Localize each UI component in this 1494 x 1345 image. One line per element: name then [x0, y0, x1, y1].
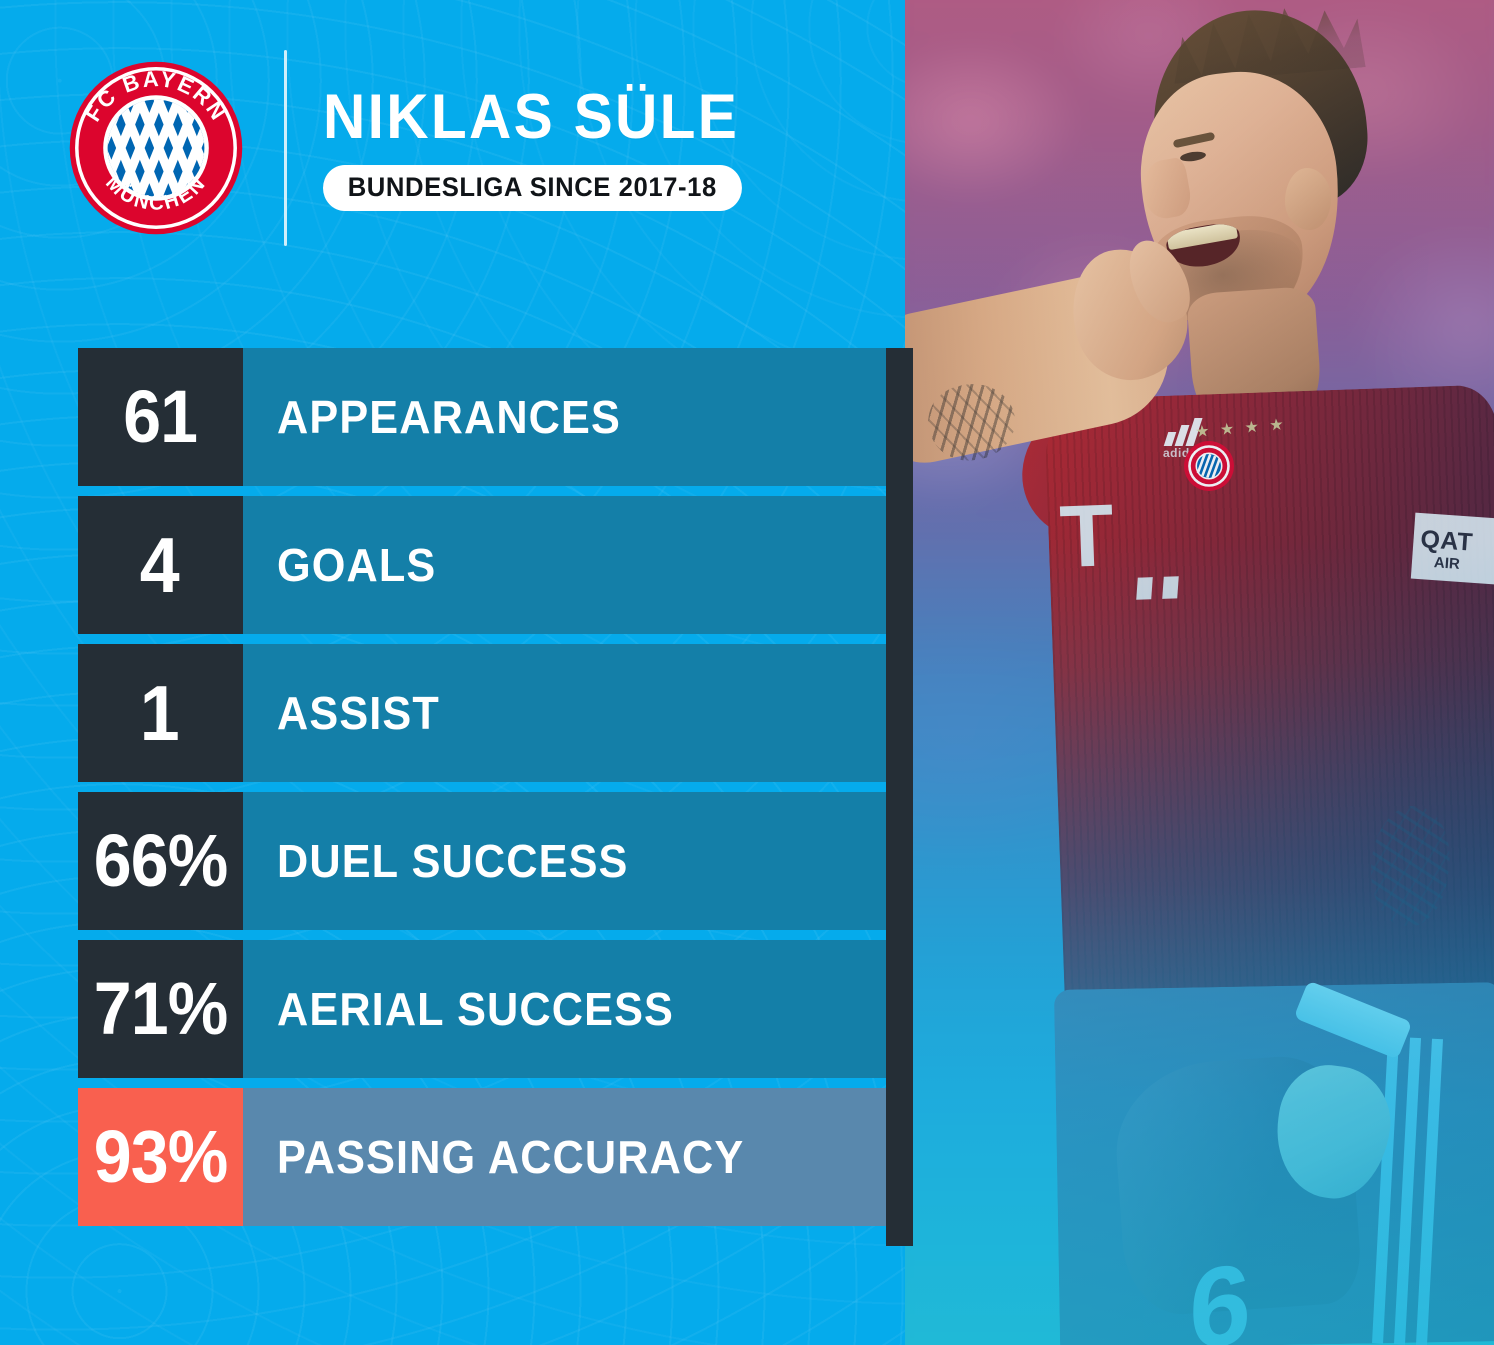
stat-value: 66% [93, 819, 228, 902]
stat-label: DUEL SUCCESS [277, 835, 629, 887]
stat-label-bar: GOALS [243, 496, 886, 634]
stat-label-bar: DUEL SUCCESS [243, 792, 886, 930]
stat-label: APPEARANCES [277, 391, 621, 443]
player-photo: adidas ★ ★ ★ ★ T [905, 0, 1494, 1345]
stat-row: 93% PASSING ACCURACY [78, 1088, 886, 1226]
stat-label-bar: AERIAL SUCCESS [243, 940, 886, 1078]
stat-label: AERIAL SUCCESS [277, 983, 675, 1035]
stat-value: 61 [123, 375, 199, 458]
player-name: NIKLAS SÜLE [323, 81, 740, 152]
stat-label: GOALS [277, 539, 437, 591]
stat-value-box: 66% [78, 792, 243, 930]
stat-value: 1 [140, 669, 181, 757]
header-text-group: NIKLAS SÜLE BUNDESLIGA SINCE 2017-18 [323, 81, 771, 211]
photo-canvas: adidas ★ ★ ★ ★ T [905, 0, 1494, 1345]
stat-value-box: 71% [78, 940, 243, 1078]
stat-row: 71% AERIAL SUCCESS [78, 940, 886, 1078]
stats-accent-bar [886, 348, 913, 1246]
stat-value: 71% [93, 967, 228, 1050]
stat-value: 4 [140, 521, 181, 609]
stat-row: 1 ASSIST [78, 644, 886, 782]
header: FC BAYERN MÜNCHEN NIKLAS SÜLE BUNDESLIGA… [68, 50, 771, 246]
stat-label: ASSIST [277, 687, 440, 739]
stat-label: PASSING ACCURACY [277, 1131, 745, 1183]
stat-row: 61 APPEARANCES [78, 348, 886, 486]
stat-label-bar: PASSING ACCURACY [243, 1088, 886, 1226]
fc-bayern-crest-icon: FC BAYERN MÜNCHEN [68, 60, 244, 236]
stat-value-box: 61 [78, 348, 243, 486]
photo-colour-grade-overlay [905, 0, 1494, 1345]
stat-value-box: 1 [78, 644, 243, 782]
stat-value: 93% [93, 1115, 228, 1198]
stat-value-box: 93% [78, 1088, 243, 1226]
stat-row: 66% DUEL SUCCESS [78, 792, 886, 930]
stats-list: 61 APPEARANCES 4 GOALS 1 ASSIST 66% DUEL SUCCES… [78, 348, 886, 1226]
competition-subtitle-badge: BUNDESLIGA SINCE 2017-18 [323, 164, 742, 211]
stat-label-bar: APPEARANCES [243, 348, 886, 486]
stat-row: 4 GOALS [78, 496, 886, 634]
header-divider [284, 50, 287, 246]
stat-value-box: 4 [78, 496, 243, 634]
stat-label-bar: ASSIST [243, 644, 886, 782]
